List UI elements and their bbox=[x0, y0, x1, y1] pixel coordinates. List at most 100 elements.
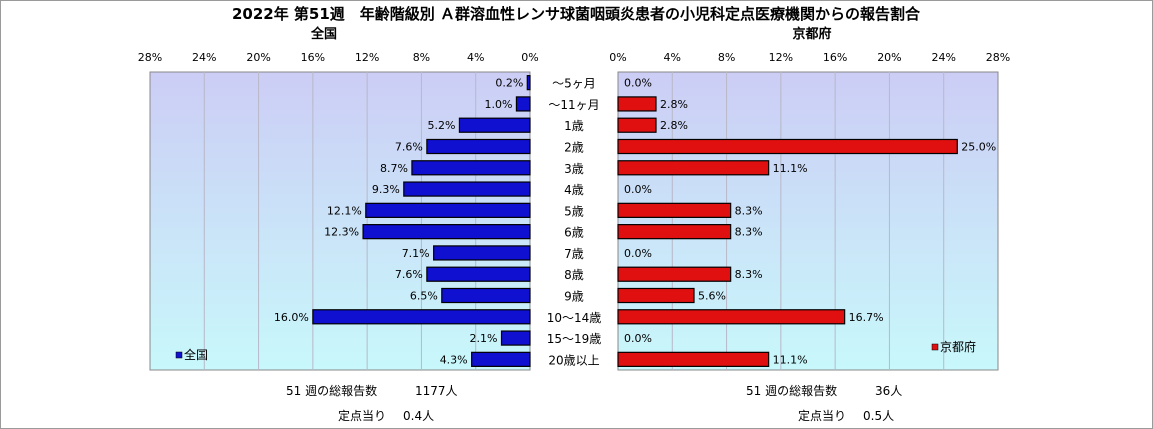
left-bar bbox=[500, 330, 531, 346]
left-bar bbox=[426, 138, 531, 155]
left-bar-value-label: 7.6% bbox=[395, 268, 423, 281]
right-bar bbox=[617, 309, 846, 325]
left-tick-label: 4% bbox=[467, 51, 484, 64]
right-tick-label: 12% bbox=[769, 51, 793, 64]
left-bar-value-label: 5.2% bbox=[427, 119, 455, 132]
age-label: 4歳 bbox=[564, 183, 584, 197]
age-label: 2歳 bbox=[564, 141, 584, 155]
left-bar-value-label: 2.1% bbox=[470, 332, 498, 345]
left-bar bbox=[365, 202, 531, 218]
left-bar-value-label: 9.3% bbox=[372, 183, 400, 196]
left-tick-label: 0% bbox=[521, 51, 538, 64]
right-legend-swatch bbox=[931, 343, 939, 351]
left-legend-swatch bbox=[175, 351, 183, 359]
right-bar bbox=[617, 224, 732, 240]
left-tick-label: 24% bbox=[192, 51, 216, 64]
right-bar bbox=[617, 160, 770, 176]
right-total-label: 51 週の総報告数 bbox=[746, 383, 837, 398]
left-per-label: 定点当り bbox=[338, 408, 386, 423]
age-label: 8歳 bbox=[564, 268, 584, 282]
age-label: 9歳 bbox=[564, 290, 584, 304]
left-stats: 51 週の総報告数 1177人 定点当り 0.4人 bbox=[286, 383, 458, 423]
right-plot-area bbox=[617, 71, 999, 371]
left-bar-value-label: 1.0% bbox=[484, 98, 512, 111]
left-tick-label: 12% bbox=[355, 51, 379, 64]
left-bar-value-label: 16.0% bbox=[274, 311, 309, 324]
left-bar bbox=[433, 245, 531, 261]
right-tick-label: 24% bbox=[931, 51, 955, 64]
right-bar-value-label: 16.7% bbox=[849, 311, 884, 324]
left-plot-area bbox=[149, 71, 531, 371]
left-bar bbox=[426, 266, 531, 282]
right-per-label: 定点当り bbox=[798, 408, 846, 423]
left-bar-value-label: 7.6% bbox=[395, 141, 423, 154]
right-bar-value-label: 8.3% bbox=[735, 204, 763, 217]
right-tick-label: 0% bbox=[609, 51, 626, 64]
left-legend: 全国 bbox=[175, 347, 208, 362]
age-label: 3歳 bbox=[564, 162, 584, 176]
right-tick-label: 8% bbox=[718, 51, 735, 64]
left-bar bbox=[362, 224, 531, 240]
left-bar-value-label: 12.3% bbox=[324, 226, 359, 239]
right-axis-ticks: 0% 4% 8% 12% 16% 20% 24% 28% bbox=[609, 51, 1010, 64]
right-bar-value-label: 0.0% bbox=[624, 332, 652, 345]
left-tick-label: 16% bbox=[301, 51, 325, 64]
right-bar-value-label: 11.1% bbox=[773, 162, 808, 175]
right-bar-value-label: 11.1% bbox=[773, 353, 808, 366]
right-bars: 0.0% 2.8% 2.8% 25.0% 11.1% 0.0% 8.3% 8.3% 0.0% 8.… bbox=[617, 77, 996, 367]
right-bar bbox=[617, 138, 958, 155]
right-legend-label: 京都府 bbox=[940, 339, 976, 354]
left-bar bbox=[403, 181, 531, 197]
age-label: 5歳 bbox=[564, 204, 584, 218]
right-bar-value-label: 0.0% bbox=[624, 77, 652, 90]
left-tick-label: 28% bbox=[138, 51, 162, 64]
left-panel-title: 全国 bbox=[310, 26, 337, 42]
right-bar-value-label: 0.0% bbox=[624, 247, 652, 260]
right-bar-value-label: 8.3% bbox=[735, 226, 763, 239]
left-tick-label: 8% bbox=[413, 51, 430, 64]
right-bar-value-label: 0.0% bbox=[624, 183, 652, 196]
right-bar bbox=[617, 266, 732, 282]
left-legend-label: 全国 bbox=[184, 347, 208, 362]
right-bar-value-label: 8.3% bbox=[735, 268, 763, 281]
right-tick-label: 28% bbox=[986, 51, 1010, 64]
right-tick-label: 16% bbox=[823, 51, 847, 64]
age-category-labels: ～5ヶ月 ～11ヶ月 1歳 2歳 3歳 4歳 5歳 6歳 7歳 8歳 9歳 10～14歳 15～19歳 2… bbox=[547, 77, 602, 368]
age-label: 20歳以上 bbox=[548, 353, 599, 367]
age-label: 6歳 bbox=[564, 226, 584, 240]
age-label: ～5ヶ月 bbox=[552, 77, 596, 91]
left-bar bbox=[441, 287, 531, 304]
left-total-value: 1177人 bbox=[415, 384, 458, 398]
left-bar bbox=[515, 96, 531, 112]
right-bar bbox=[617, 351, 770, 367]
left-total-label: 51 週の総報告数 bbox=[286, 383, 377, 398]
age-label: 15～19歳 bbox=[547, 332, 602, 346]
right-bar-value-label: 2.8% bbox=[660, 98, 688, 111]
age-label: ～11ヶ月 bbox=[548, 98, 599, 112]
left-bar-value-label: 8.7% bbox=[380, 162, 408, 175]
left-bar-value-label: 12.1% bbox=[327, 204, 362, 217]
left-bar-value-label: 6.5% bbox=[410, 290, 438, 303]
left-bar bbox=[458, 117, 531, 133]
right-bar bbox=[617, 287, 695, 304]
age-label: 7歳 bbox=[564, 247, 584, 261]
left-bar bbox=[526, 75, 531, 91]
right-stats: 51 週の総報告数 36人 定点当り 0.5人 bbox=[746, 383, 902, 423]
age-label: 10～14歳 bbox=[547, 311, 602, 325]
left-bar-value-label: 7.1% bbox=[402, 247, 430, 260]
right-bar-value-label: 5.6% bbox=[698, 290, 726, 303]
right-bar-value-label: 2.8% bbox=[660, 119, 688, 132]
left-tick-label: 20% bbox=[246, 51, 270, 64]
left-axis-ticks: 28% 24% 20% 16% 12% 8% 4% 0% bbox=[138, 51, 539, 64]
right-bar-value-label: 25.0% bbox=[961, 141, 996, 154]
right-bar bbox=[617, 202, 732, 218]
right-bar bbox=[617, 96, 657, 112]
left-bar-value-label: 4.3% bbox=[440, 353, 468, 366]
right-tick-label: 4% bbox=[664, 51, 681, 64]
left-bars: 0.2% 1.0% 5.2% 7.6% 8.7% 9.3% 12.1% 12.3% 7.1% 7.… bbox=[274, 75, 531, 367]
right-bar bbox=[617, 117, 657, 133]
age-label: 1歳 bbox=[564, 119, 584, 133]
chart-title: 2022年 第51週 年齢階級別 Ａ群溶血性レンサ球菌咽頭炎患者の小児科定点医療… bbox=[232, 5, 921, 23]
left-bar bbox=[411, 160, 531, 176]
